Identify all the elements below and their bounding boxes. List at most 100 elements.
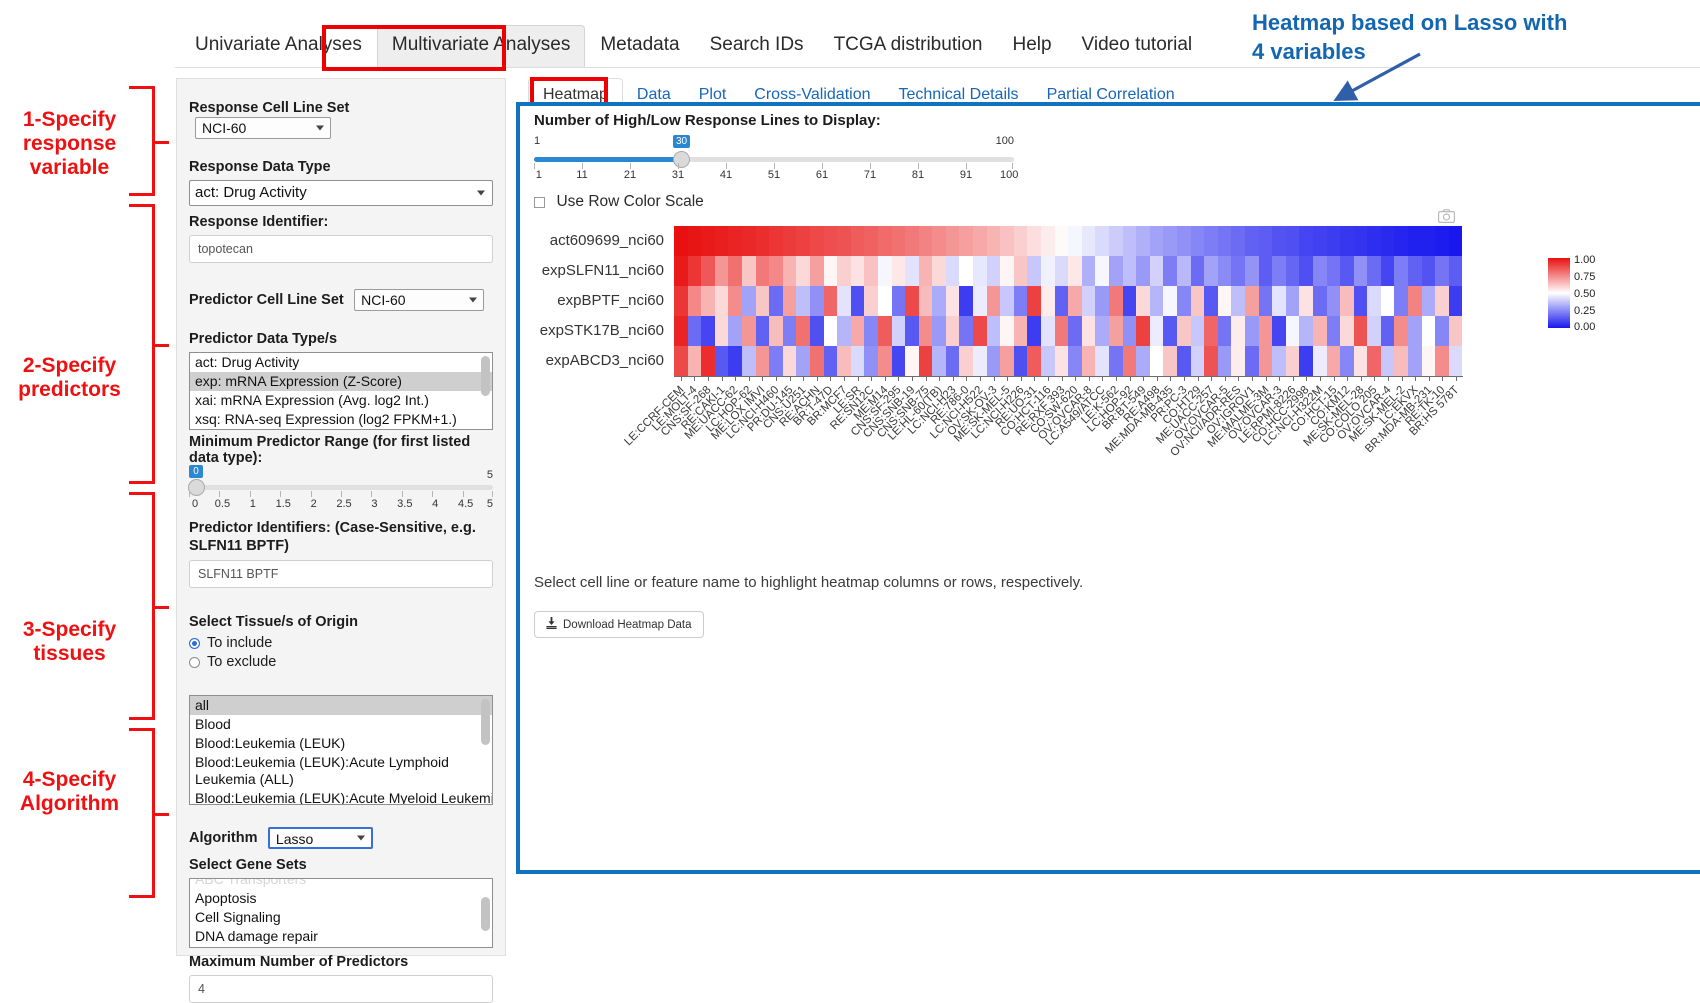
heatmap-cell[interactable]	[1136, 316, 1150, 346]
list-item[interactable]: DNA damage repair	[195, 928, 318, 944]
heatmap-cell[interactable]	[1326, 316, 1341, 346]
heatmap-cell[interactable]	[973, 286, 987, 316]
heatmap-cell[interactable]	[1448, 256, 1463, 286]
heatmap-cell[interactable]	[1122, 286, 1137, 316]
heatmap-cell[interactable]	[823, 286, 838, 316]
heatmap-cell[interactable]	[1380, 256, 1395, 286]
heatmap-cell[interactable]	[701, 316, 715, 346]
heatmap-cell[interactable]	[1190, 286, 1205, 316]
heatmap-cell[interactable]	[837, 316, 851, 346]
heatmap-cell[interactable]	[1448, 316, 1463, 346]
heatmap-cell[interactable]	[1421, 286, 1436, 316]
heatmap-cell[interactable]	[959, 226, 974, 256]
heatmap-cell[interactable]	[1312, 226, 1327, 256]
heatmap-cell[interactable]	[864, 346, 878, 376]
list-item[interactable]: Blood:Leukemia (LEUK)	[195, 735, 346, 751]
heatmap-cell[interactable]	[1013, 256, 1028, 286]
heatmap-cell[interactable]	[1095, 286, 1109, 316]
heatmap-cell[interactable]	[1217, 346, 1232, 376]
heatmap-cell[interactable]	[674, 256, 688, 286]
heatmap-cell[interactable]	[864, 226, 878, 256]
heatmap-cell[interactable]	[741, 226, 756, 256]
heatmap-cell[interactable]	[986, 256, 1001, 286]
heatmap-cell[interactable]	[1217, 316, 1232, 346]
heatmap-cell[interactable]	[1448, 286, 1463, 316]
heatmap-cell[interactable]	[741, 286, 756, 316]
heatmap-cell[interactable]	[1136, 286, 1150, 316]
heatmap-cell[interactable]	[1163, 286, 1177, 316]
heatmap-cell[interactable]	[1367, 226, 1381, 256]
heatmap-cell[interactable]	[1136, 346, 1150, 376]
heatmap-cell[interactable]	[1041, 286, 1055, 316]
list-item[interactable]: DNA damage repair, break excision repair	[190, 946, 492, 947]
heatmap-cell[interactable]	[796, 256, 810, 286]
heatmap-cell[interactable]	[905, 346, 919, 376]
heatmap-cell[interactable]	[1109, 286, 1123, 316]
heatmap-cell[interactable]	[877, 256, 892, 286]
heatmap-cell[interactable]	[687, 316, 702, 346]
heatmap-cell[interactable]	[1299, 286, 1313, 316]
heatmap-cell[interactable]	[1149, 286, 1164, 316]
heatmap-cell[interactable]	[959, 286, 974, 316]
heatmap-cell[interactable]	[1421, 256, 1436, 286]
heatmap-cell[interactable]	[986, 226, 1001, 256]
heatmap-cell[interactable]	[973, 316, 987, 346]
heatmap-cell[interactable]	[1421, 316, 1436, 346]
heatmap-cell[interactable]	[1394, 226, 1409, 256]
heatmap-cell[interactable]	[1000, 286, 1014, 316]
min-predictor-range-slider[interactable]: 0 0 0.5 1 1.5 2 2.5 3 3.5 4 4.5 5 5	[188, 465, 493, 513]
heatmap-cell[interactable]	[1068, 346, 1082, 376]
heatmap-cell[interactable]	[755, 226, 770, 256]
heatmap-cell[interactable]	[809, 256, 824, 286]
heatmap-cell[interactable]	[1231, 226, 1245, 256]
heatmap-cell[interactable]	[701, 256, 715, 286]
heatmap-cell[interactable]	[687, 226, 702, 256]
heatmap-cell[interactable]	[1163, 316, 1177, 346]
heatmap-cell[interactable]	[1312, 346, 1327, 376]
heatmap-cell[interactable]	[1190, 256, 1205, 286]
heatmap-cell[interactable]	[1204, 346, 1218, 376]
heatmap-row[interactable]	[674, 346, 1463, 376]
heatmap-cell[interactable]	[1109, 316, 1123, 346]
heatmap-cell[interactable]	[1013, 286, 1028, 316]
heatmap-cell[interactable]	[1231, 286, 1245, 316]
heatmap-cell[interactable]	[973, 346, 987, 376]
heatmap-cell[interactable]	[959, 346, 974, 376]
radio-to-exclude[interactable]: To exclude	[189, 654, 493, 670]
heatmap-cell[interactable]	[714, 286, 729, 316]
heatmap-cell[interactable]	[1408, 286, 1422, 316]
list-item[interactable]: Blood	[195, 716, 231, 732]
nav-item-tcga-distribution[interactable]: TCGA distribution	[833, 34, 983, 55]
heatmap-cell[interactable]	[1285, 256, 1300, 286]
tab-plot[interactable]: Plot	[698, 86, 727, 103]
heatmap-cell[interactable]	[1095, 256, 1109, 286]
heatmap-cell[interactable]	[877, 316, 892, 346]
heatmap-cell[interactable]	[714, 346, 729, 376]
nav-item-univariate-analyses[interactable]: Univariate Analyses	[195, 34, 362, 55]
heatmap-cell[interactable]	[1081, 286, 1096, 316]
heatmap-cell[interactable]	[1285, 226, 1300, 256]
tab-cross-validation[interactable]: Cross-Validation	[754, 86, 871, 103]
heatmap-cell[interactable]	[674, 316, 688, 346]
heatmap-cell[interactable]	[891, 316, 906, 346]
heatmap-cell[interactable]	[1285, 346, 1300, 376]
heatmap-cell[interactable]	[1081, 346, 1096, 376]
heatmap-cell[interactable]	[1435, 226, 1449, 256]
heatmap-cell[interactable]	[1258, 226, 1273, 256]
list-item[interactable]: ABC Transporters	[195, 878, 307, 887]
heatmap-cell[interactable]	[701, 346, 715, 376]
heatmap-cell[interactable]	[1408, 256, 1422, 286]
nav-item-video-tutorial[interactable]: Video tutorial	[1081, 34, 1193, 55]
nav-item-help[interactable]: Help	[1012, 34, 1052, 55]
heatmap-cell[interactable]	[1027, 286, 1042, 316]
heatmap-cell[interactable]	[877, 286, 892, 316]
heatmap-cell[interactable]	[728, 316, 742, 346]
heatmap-cell[interactable]	[905, 226, 919, 256]
heatmap-cell[interactable]	[1041, 226, 1055, 256]
heatmap-cell[interactable]	[1027, 346, 1042, 376]
heatmap-cell[interactable]	[1000, 256, 1014, 286]
heatmap-cell[interactable]	[1204, 256, 1218, 286]
heatmap-cell[interactable]	[701, 226, 715, 256]
heatmap-cell[interactable]	[796, 286, 810, 316]
heatmap-cell[interactable]	[823, 226, 838, 256]
